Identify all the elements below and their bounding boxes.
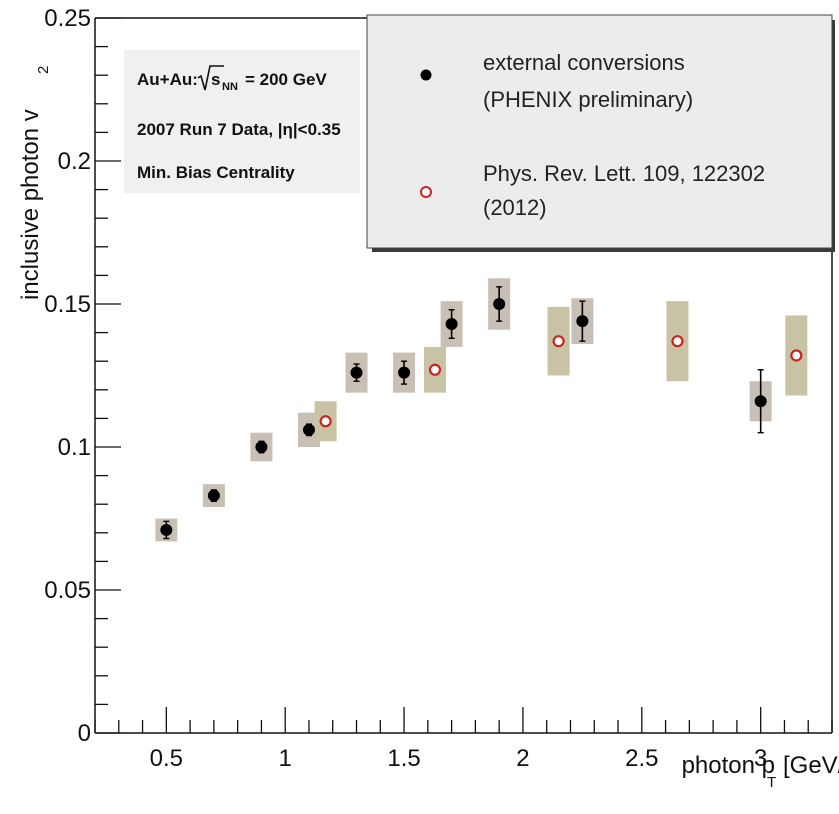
y-tick-label: 0.15	[44, 291, 91, 318]
data-point-prl	[552, 335, 565, 348]
data-point-external-conversions	[445, 318, 458, 331]
data-point-external-conversions	[255, 441, 268, 453]
info-box-background	[124, 50, 360, 193]
info-line1: Au+Au:	[137, 70, 198, 89]
x-tick-label: 2	[516, 745, 529, 772]
info-box: Au+Au: s NN = 200 GeV 2007 Run 7 Data, |…	[124, 50, 360, 193]
data-point-prl	[428, 363, 442, 376]
data-point-prl	[319, 415, 332, 428]
y-axis-title: inclusive photon v	[17, 109, 44, 300]
data-point-external-conversions	[398, 366, 411, 379]
x-tick-label: 1	[279, 745, 292, 772]
x-axis-title: photon p	[682, 752, 775, 779]
legend-box	[366, 14, 833, 249]
legend-marker-external-conversions	[420, 69, 432, 81]
info-line3: Min. Bias Centrality	[137, 163, 295, 182]
sqrt-sign	[197, 65, 224, 91]
x-axis-title-main: photon p	[682, 752, 775, 779]
data-point-prl	[671, 335, 684, 348]
data-point-external-conversions	[302, 423, 315, 436]
y-axis-title-sub-group: 2	[35, 66, 52, 74]
x-axis-title-units: [GeV/c]	[783, 752, 839, 779]
y-axis-title-sub: 2	[35, 66, 52, 74]
legend-label-2-line2: (2012)	[483, 195, 547, 220]
x-axis-title-sub: T	[767, 774, 776, 791]
legend-label-1-line2: (PHENIX preliminary)	[483, 87, 693, 112]
y-tick-label: 0.25	[44, 5, 91, 32]
y-tick-label: 0.2	[58, 148, 91, 175]
y-tick-label: 0.1	[58, 434, 91, 461]
info-sqrt-sub: NN	[222, 81, 238, 93]
data-point-external-conversions	[350, 366, 363, 379]
legend-label-1-line1: external conversions	[483, 50, 685, 75]
data-point-external-conversions	[207, 489, 220, 502]
y-tick-label: 0	[78, 720, 91, 747]
data-point-external-conversions	[576, 315, 589, 328]
legend: external conversions (PHENIX preliminary…	[366, 14, 835, 252]
data-point-external-conversions	[754, 395, 767, 408]
info-line1-suffix: = 200 GeV	[245, 70, 327, 89]
y-axis-title-main: inclusive photon v	[17, 109, 44, 300]
y-tick-label: 0.05	[44, 577, 91, 604]
legend-label-2-line1: Phys. Rev. Lett. 109, 122302	[483, 161, 765, 186]
info-line2: 2007 Run 7 Data, |η|<0.35	[137, 120, 341, 139]
info-line1-prefix: Au+Au:	[137, 70, 198, 89]
x-tick-label: 1.5	[387, 745, 420, 772]
x-tick-label: 2.5	[625, 745, 658, 772]
legend-marker-prl	[420, 186, 432, 198]
data-points	[160, 286, 803, 540]
axes: 0.5 1 1.5 2 2.5 3 0 0.05 0.1 0.15 0.2 0.25	[44, 5, 833, 772]
data-point-external-conversions	[160, 523, 173, 536]
info-sqrt-s: s	[211, 70, 220, 89]
x-tick-label: 3	[754, 745, 767, 772]
data-point-external-conversions	[493, 298, 506, 310]
data-point-prl	[790, 349, 803, 362]
systematic-uncertainty-boxes	[155, 278, 808, 542]
x-tick-label: 0.5	[150, 745, 183, 772]
